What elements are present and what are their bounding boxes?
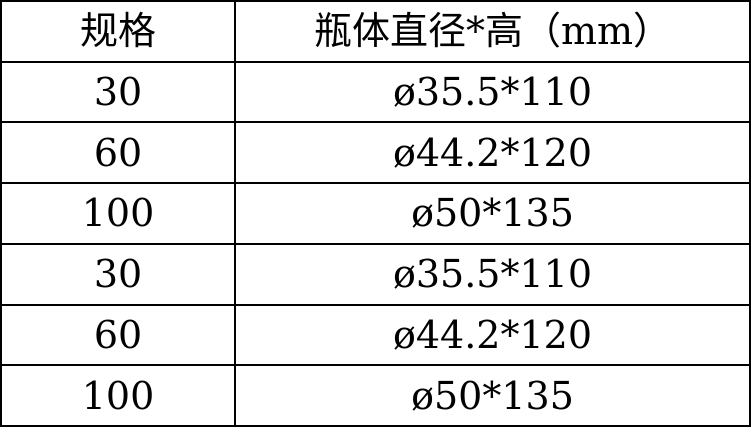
cell-spec: 100 [0, 364, 236, 427]
cell-spec: 60 [0, 303, 236, 367]
table-row: 100 ø50*135 [0, 182, 751, 245]
cell-spec: 100 [0, 182, 236, 245]
table-row: 100 ø50*135 [0, 364, 751, 427]
cell-spec: 60 [0, 121, 236, 185]
table-row: 30 ø35.5*110 [0, 242, 751, 306]
cell-spec: 30 [0, 60, 236, 124]
cell-dimensions: ø50*135 [234, 182, 751, 245]
cell-dimensions: ø35.5*110 [234, 60, 751, 124]
cell-dimensions: ø50*135 [234, 364, 751, 427]
cell-dimensions: ø35.5*110 [234, 242, 751, 306]
header-dimensions: 瓶体直径*高（mm） [234, 0, 751, 63]
table-row: 60 ø44.2*120 [0, 121, 751, 185]
cell-spec: 30 [0, 242, 236, 306]
cell-dimensions: ø44.2*120 [234, 121, 751, 185]
table-row: 30 ø35.5*110 [0, 60, 751, 124]
header-spec: 规格 [0, 0, 236, 63]
table-row: 60 ø44.2*120 [0, 303, 751, 367]
cell-dimensions: ø44.2*120 [234, 303, 751, 367]
header-row: 规格 瓶体直径*高（mm） [0, 0, 751, 63]
